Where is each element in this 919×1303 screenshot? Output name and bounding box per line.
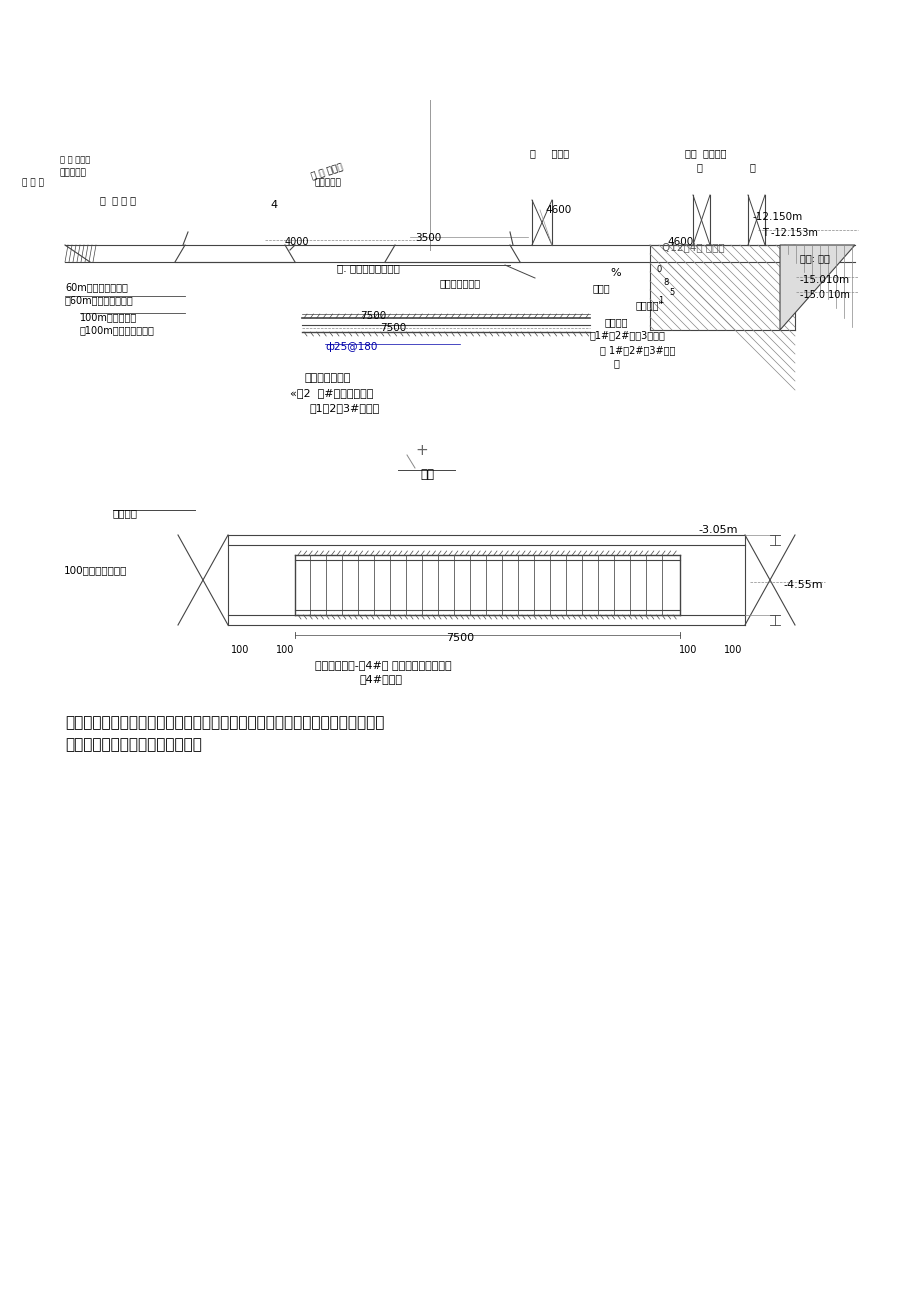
Text: 下反: 柱墩: 下反: 柱墩 [800,253,829,263]
Text: -12.150m: -12.150m [752,212,802,222]
Text: 7500: 7500 [380,323,406,334]
Text: 4600: 4600 [544,205,571,215]
Text: 8: 8 [663,278,667,287]
Text: 柱: 柱 [697,162,702,172]
Text: （1、2、3#塔吊）: （1、2、3#塔吊） [310,403,380,413]
Text: 井. 止水环环（钢板）: 井. 止水环环（钢板） [336,263,400,274]
Text: 0: 0 [656,265,662,274]
Text: 篇 甲 蒲: 篇 甲 蒲 [22,179,44,188]
Text: 100: 100 [678,645,697,655]
Text: 二次浸注": 二次浸注" [635,300,664,310]
Text: 60m防水层和保护二: 60m防水层和保护二 [65,281,128,292]
Text: 4600: 4600 [666,237,693,248]
Text: 100: 100 [276,645,294,655]
Text: 垫100m厚素混凝土垫层: 垫100m厚素混凝土垫层 [80,324,154,335]
Text: %: % [609,268,620,278]
Text: 框架  住框架柱: 框架 住框架柱 [685,149,726,158]
Text: 止水环（钢板）: 止水环（钢板） [439,278,481,288]
Text: 塔     节塔节: 塔 节塔节 [529,149,569,158]
Text: 100: 100 [231,645,249,655]
Text: 妥 迁 逝凝土: 妥 迁 逝凝土 [60,155,90,164]
Text: ：  篇 甲 蒲: ： 篇 甲 蒲 [100,195,136,205]
Text: 改为混凝土: 改为混凝土 [60,168,86,177]
Text: 柱: 柱 [749,162,755,172]
Text: 4: 4 [269,199,277,210]
Text: 塔吊基础配筋图: 塔吊基础配筋图 [305,373,351,383]
Text: Q12板4下 反梁墩: Q12板4下 反梁墩 [662,242,724,251]
Text: 妥 迁 逝凝土: 妥 迁 逝凝土 [310,163,344,181]
Text: 100: 100 [723,645,742,655]
Text: -15.0 10m: -15.0 10m [800,291,849,300]
Text: 在钢筋绑扎过程中，塔吊预埋件安装、调平、对中、固定严格按照下图施工，过: 在钢筋绑扎过程中，塔吊预埋件安装、调平、对中、固定严格按照下图施工，过 [65,715,384,730]
Text: 塔节: 塔节 [420,468,434,481]
Text: -4.55m: -4.55m [782,580,822,590]
Text: 3500: 3500 [414,233,441,242]
Text: 塔吊基础：：-（4#塔 吊）塔吊基础配筋图: 塔吊基础：：-（4#塔 吊）塔吊基础配筋图 [314,661,451,670]
Text: 100m厚素混凝土: 100m厚素混凝土 [80,311,137,322]
Text: 程中测量员及时校核点位与标高。: 程中测量员及时校核点位与标高。 [65,737,201,752]
Text: 7500: 7500 [359,311,386,321]
Text: （4#塔吊）: （4#塔吊） [359,674,403,684]
Text: （ 1#、2#、3#塔吊: （ 1#、2#、3#塔吊 [599,345,675,354]
Text: ）: ） [613,358,619,367]
Text: -15.010m: -15.010m [800,275,849,285]
Text: 7500: 7500 [446,633,473,642]
Text: 5: 5 [668,288,674,297]
Text: 放坡开挖: 放坡开挖 [113,508,138,519]
Polygon shape [779,245,854,330]
Text: 100厚素混凝土垫层: 100厚素混凝土垫层 [64,566,127,575]
Text: +: + [414,443,427,457]
Text: -3.05m: -3.05m [698,525,737,536]
Text: 1: 1 [657,296,663,305]
Text: （1#、2#、塔3吊基础: （1#、2#、塔3吊基础 [589,330,665,340]
Text: 4000: 4000 [285,237,309,248]
Text: 层60m防水层和保护层: 层60m防水层和保护层 [65,294,133,305]
Text: 改为混凝土: 改为混凝土 [314,179,342,188]
Text: 次浑注: 次浑注 [593,283,610,293]
Text: «、2  塔#塔基础配筋图: «、2 塔#塔基础配筋图 [289,388,373,397]
Text: T -12.153m: T -12.153m [761,228,817,238]
Text: ф25@180: ф25@180 [324,341,377,352]
Text: 塔吊基础: 塔吊基础 [605,317,628,327]
